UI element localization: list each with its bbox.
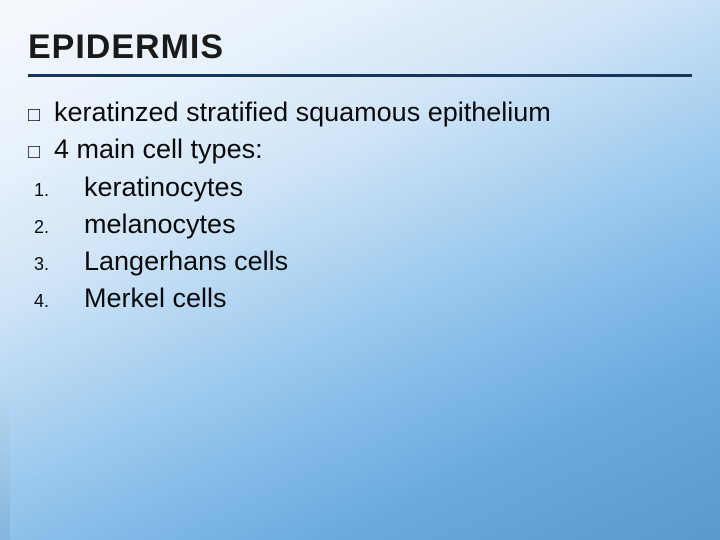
numbered-item: 1. keratinocytes xyxy=(28,169,692,206)
numbered-item: 2. melanocytes xyxy=(28,206,692,243)
left-gutter-shade xyxy=(0,0,10,540)
list-number: 2. xyxy=(28,215,84,240)
list-number: 3. xyxy=(28,252,84,277)
slide-title: EPIDERMIS xyxy=(28,28,224,67)
list-number: 1. xyxy=(28,178,84,203)
bullet-text: 4 main cell types: xyxy=(54,131,692,168)
bullet-item: □ keratinzed stratified squamous epithel… xyxy=(28,94,692,131)
numbered-item: 3. Langerhans cells xyxy=(28,243,692,280)
numbered-text: keratinocytes xyxy=(84,169,692,206)
bullet-item: □ 4 main cell types: xyxy=(28,131,692,168)
numbered-item: 4. Merkel cells xyxy=(28,280,692,317)
slide-body: □ keratinzed stratified squamous epithel… xyxy=(28,94,692,318)
numbered-text: melanocytes xyxy=(84,206,692,243)
list-number: 4. xyxy=(28,289,84,314)
square-bullet-icon: □ xyxy=(28,139,54,167)
title-underline xyxy=(28,74,692,77)
numbered-text: Langerhans cells xyxy=(84,243,692,280)
numbered-text: Merkel cells xyxy=(84,280,692,317)
bullet-text: keratinzed stratified squamous epitheliu… xyxy=(54,94,692,131)
slide: EPIDERMIS □ keratinzed stratified squamo… xyxy=(0,0,720,540)
square-bullet-icon: □ xyxy=(28,102,54,130)
